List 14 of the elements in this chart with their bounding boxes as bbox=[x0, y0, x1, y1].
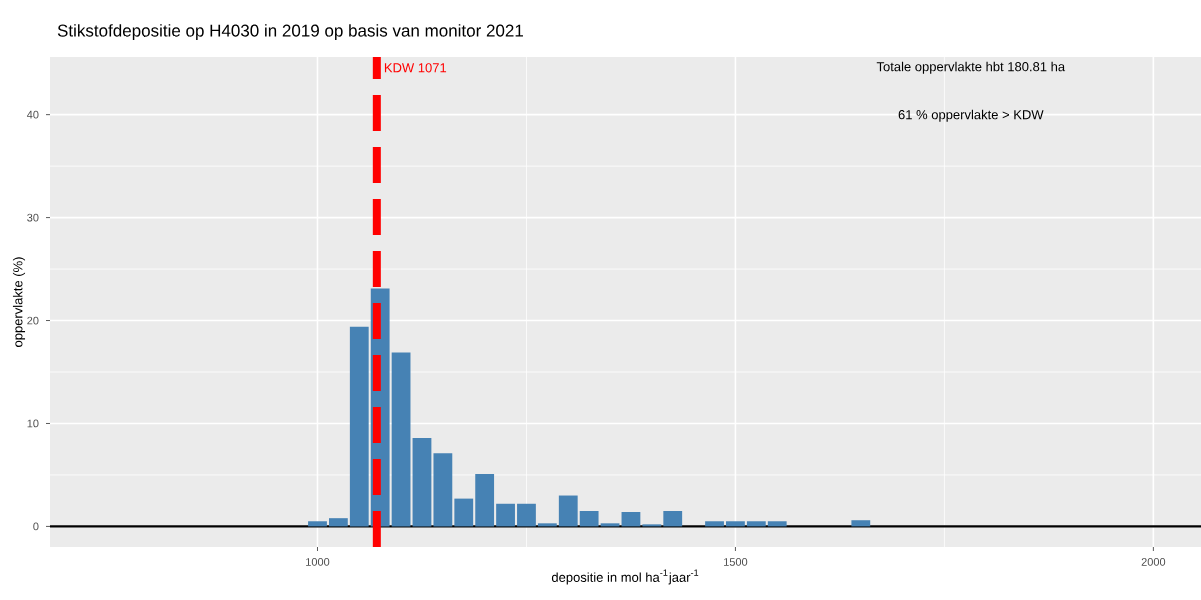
y-axis-title: oppervlakte (%) bbox=[12, 257, 26, 347]
x-tick-label: 2000 bbox=[1141, 558, 1166, 566]
ref-line-label: KDW 1071 bbox=[384, 63, 447, 73]
y-tick-label: 0 bbox=[33, 522, 39, 531]
chart-title: Stikstofdepositie op H4030 in 2019 op basis van monitor 2021 bbox=[57, 24, 523, 41]
x-tick-label: 1500 bbox=[724, 558, 748, 566]
y-tick-label: 30 bbox=[27, 213, 39, 222]
x-tick-label: 1000 bbox=[306, 558, 330, 566]
y-tick-label: 40 bbox=[26, 110, 39, 119]
y-tick-label: 20 bbox=[27, 316, 39, 325]
annotation: Totale oppervlakte hbt 180.81 ha bbox=[876, 61, 1066, 74]
y-tick-label: 10 bbox=[27, 419, 39, 428]
x-axis-title: depositie in mol ha$^{-1}$jaar$^{-1}$ bbox=[551, 569, 699, 585]
annotation: 61 % oppervlakte > KDW bbox=[898, 109, 1044, 122]
